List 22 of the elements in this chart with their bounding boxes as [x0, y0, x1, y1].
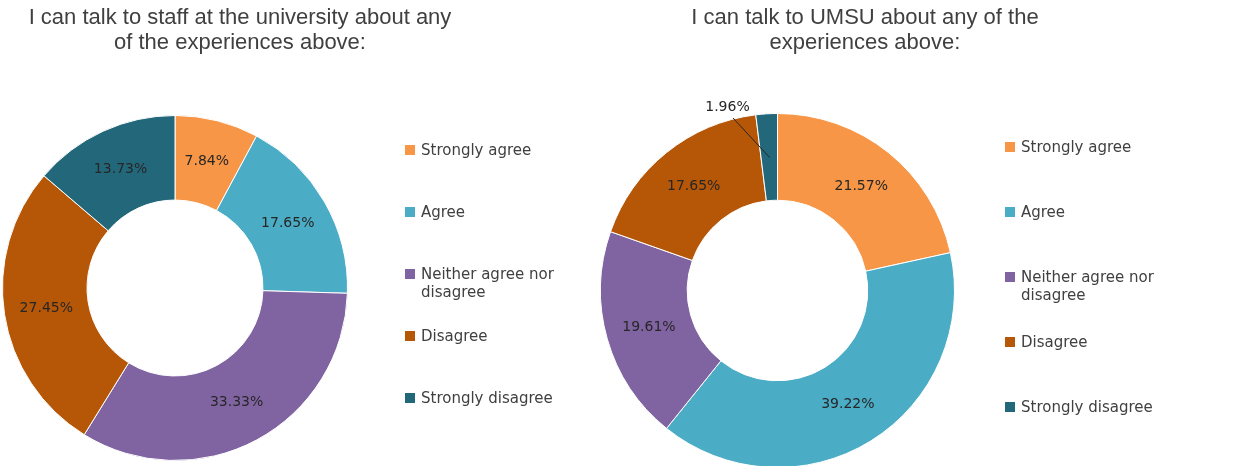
data-label: 17.65% — [261, 213, 315, 230]
data-label: 13.73% — [93, 160, 148, 177]
legend-label: Strongly agree — [1021, 138, 1132, 156]
data-label: 21.57% — [834, 177, 888, 194]
legend-label: Disagree — [1021, 333, 1088, 351]
chart-title: I can talk to UMSU about any of the experiences above: — [690, 4, 1040, 54]
data-label: 1.96% — [705, 98, 750, 115]
legend-label: Strongly disagree — [1021, 398, 1153, 416]
data-label: 17.65% — [667, 177, 721, 194]
data-label: 27.45% — [19, 298, 73, 315]
data-label: 33.33% — [209, 393, 264, 410]
data-label: 7.84% — [184, 152, 229, 169]
data-label: 39.22% — [821, 394, 875, 411]
legend-label: Agree — [421, 203, 466, 221]
chart-title: I can talk to staff at the university about any of the experiences above: — [27, 4, 453, 54]
legend-label: Strongly disagree — [421, 389, 553, 407]
legend-label: Neither agree nor disagree — [1021, 268, 1155, 304]
legend-label: Disagree — [421, 327, 488, 345]
data-label: 19.61% — [622, 317, 676, 334]
legend-label: Strongly agree — [421, 141, 532, 159]
legend-label: Neither agree nor disagree — [421, 265, 555, 301]
legend-label: Agree — [1021, 203, 1066, 221]
